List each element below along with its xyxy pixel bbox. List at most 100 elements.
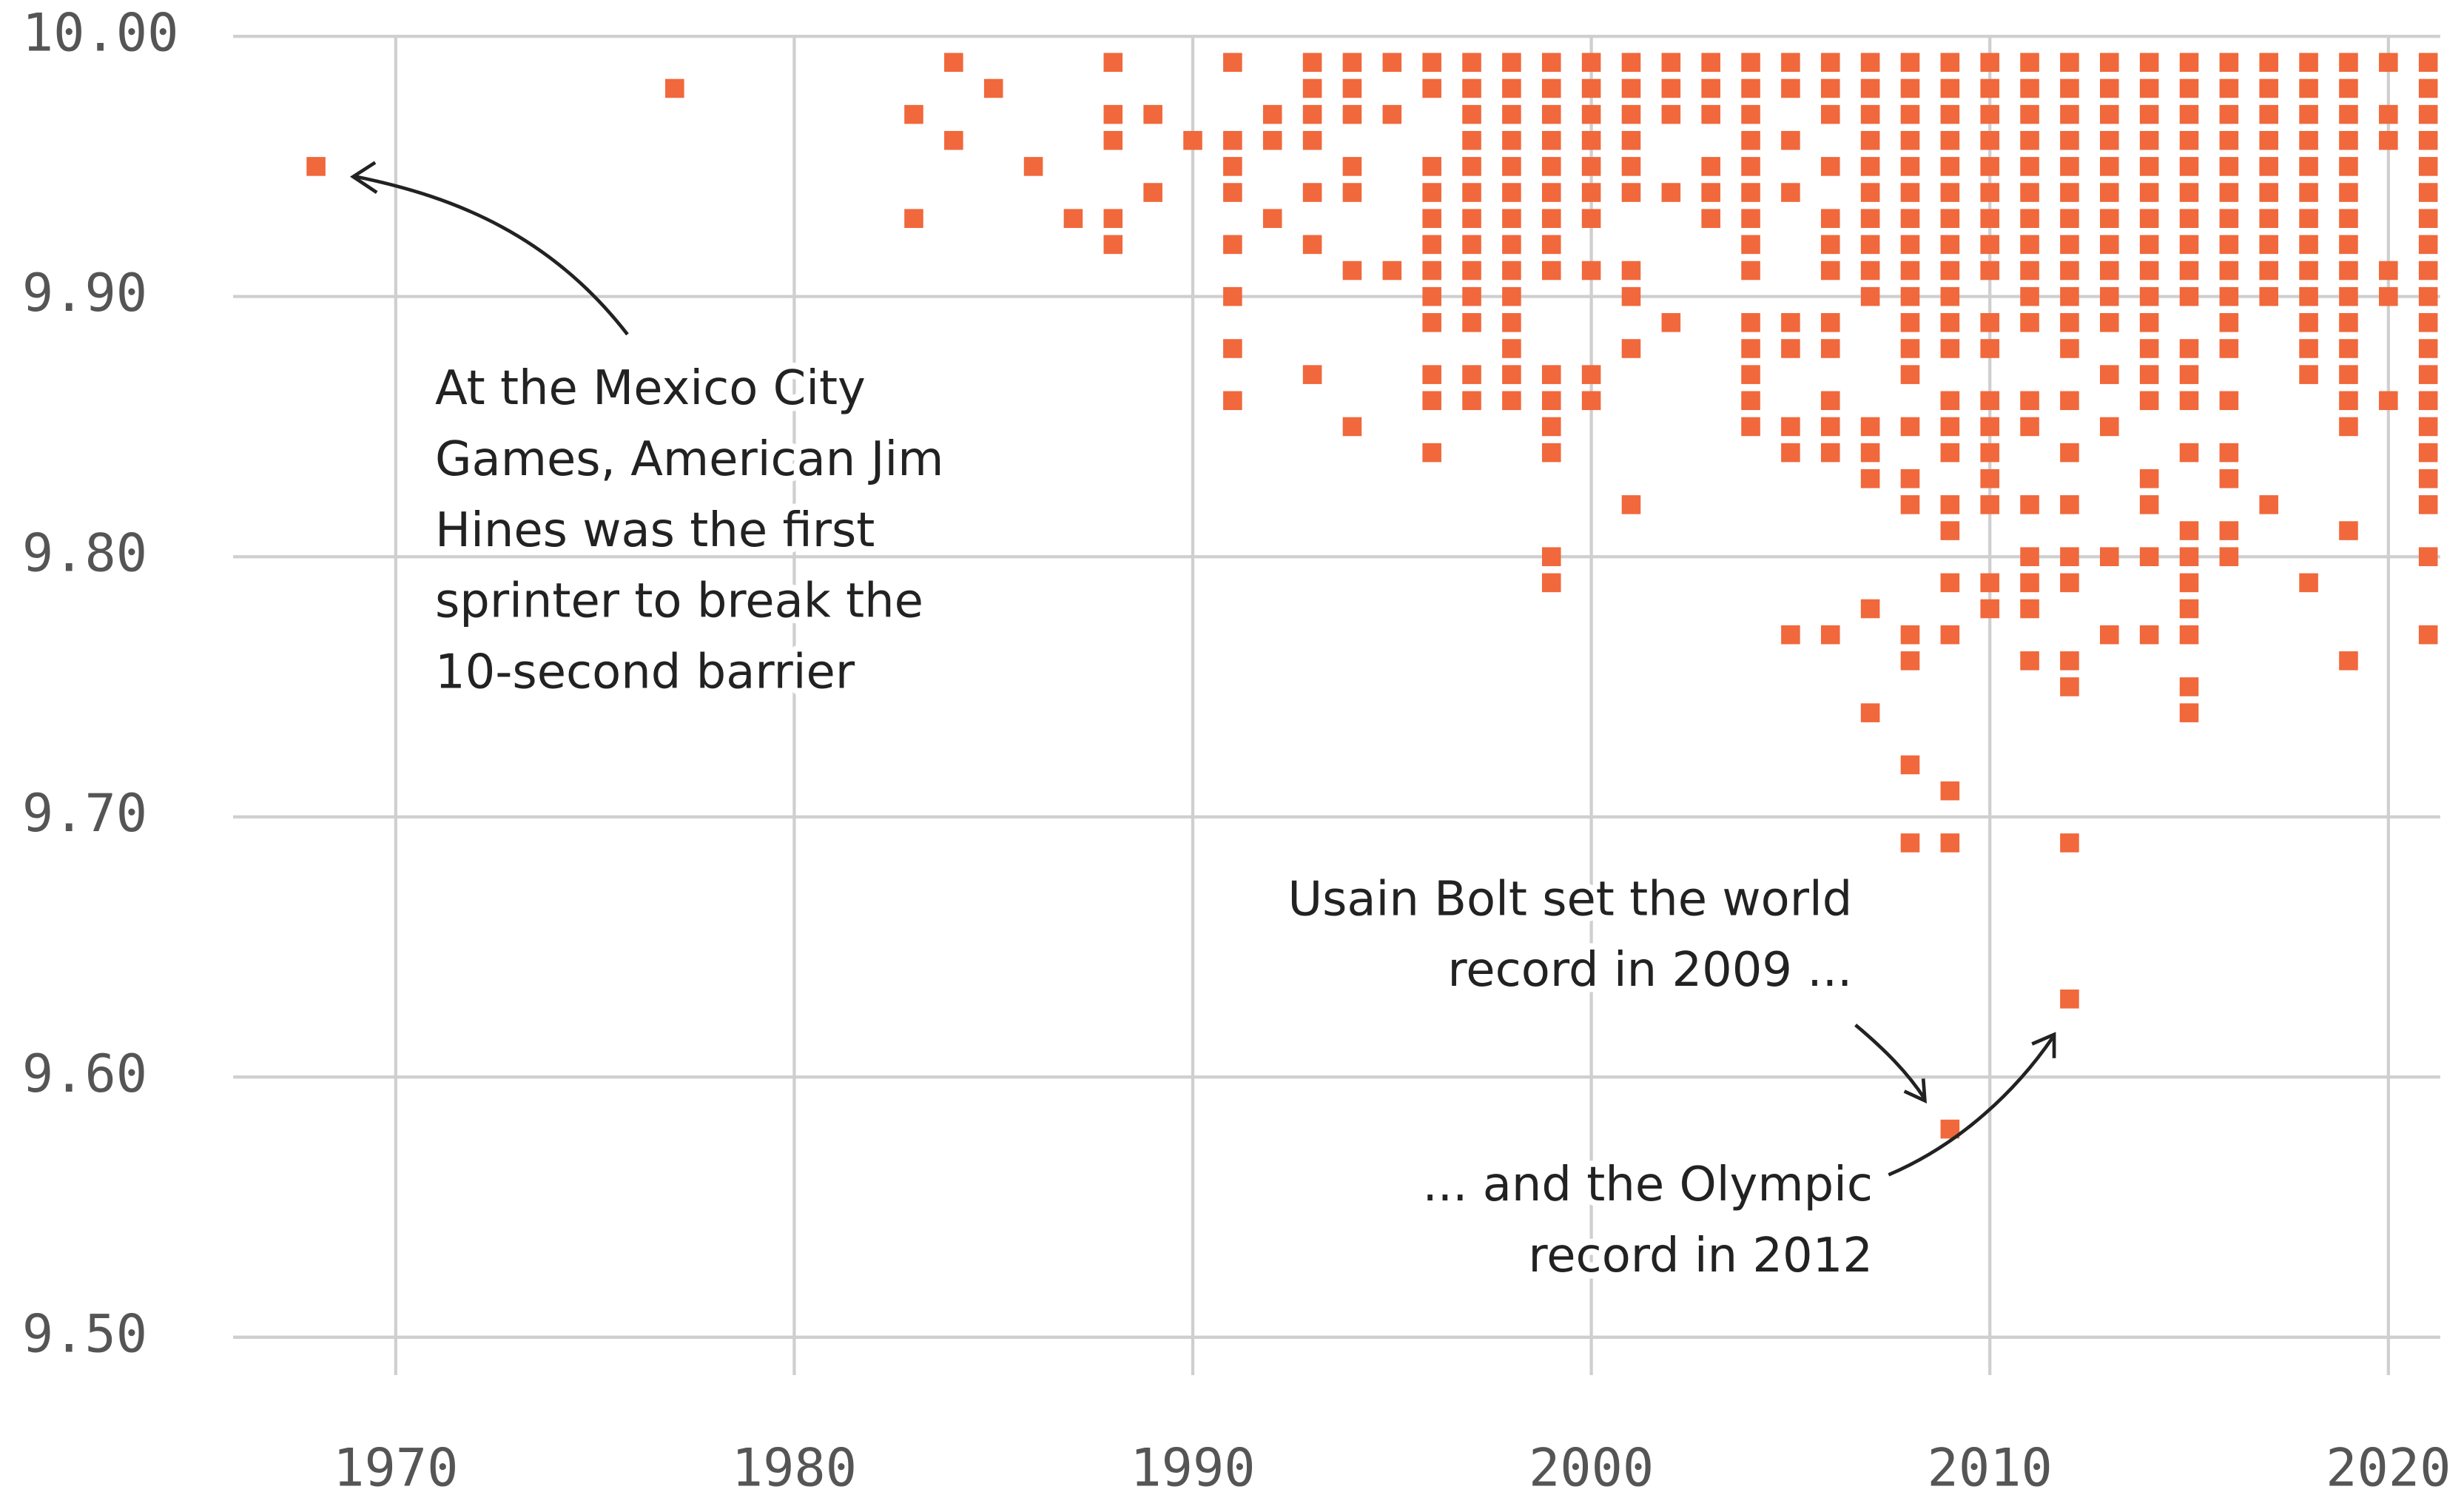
point — [2139, 495, 2159, 514]
point — [1860, 417, 1880, 437]
point — [1462, 53, 1481, 73]
point — [2020, 391, 2039, 411]
point — [2418, 495, 2438, 514]
point — [1860, 599, 1880, 619]
point — [2139, 130, 2159, 150]
point — [1262, 209, 1282, 228]
point — [1940, 104, 1960, 124]
point — [1860, 468, 1880, 488]
point — [2339, 78, 2358, 98]
point — [1422, 183, 1441, 202]
point — [2100, 417, 2119, 437]
point — [1741, 417, 1760, 437]
point — [1980, 443, 1999, 463]
point — [1900, 130, 1920, 150]
point — [1980, 157, 1999, 176]
point — [1462, 130, 1481, 150]
point — [1223, 286, 1242, 306]
point — [2060, 183, 2079, 202]
point — [2339, 157, 2358, 176]
point — [1422, 286, 1441, 306]
point — [2219, 157, 2239, 176]
point — [1701, 157, 1720, 176]
point — [1820, 261, 1840, 280]
point — [1900, 235, 1920, 255]
point — [1940, 833, 1960, 853]
point — [2259, 235, 2279, 255]
point — [2139, 365, 2159, 384]
y-tick-label: 9.80 — [22, 523, 147, 584]
x-tick-label: 2010 — [1928, 1437, 2053, 1495]
point — [1502, 235, 1521, 255]
point — [1701, 104, 1720, 124]
point — [1820, 209, 1840, 228]
point — [2418, 391, 2438, 411]
arrow-head — [349, 161, 378, 195]
point — [1103, 104, 1123, 124]
point — [1661, 104, 1681, 124]
point — [1781, 313, 1800, 332]
point — [2139, 235, 2159, 255]
point — [1342, 78, 1362, 98]
point — [2100, 365, 2119, 384]
point — [1900, 209, 1920, 228]
point — [2418, 130, 2438, 150]
point — [2020, 261, 2039, 280]
point — [1502, 391, 1521, 411]
point — [2100, 78, 2119, 98]
point — [2020, 417, 2039, 437]
point — [1820, 78, 1840, 98]
point — [2139, 53, 2159, 73]
point — [1940, 417, 1960, 437]
point — [1900, 104, 1920, 124]
point — [2219, 183, 2239, 202]
point — [2060, 209, 2079, 228]
point — [2259, 157, 2279, 176]
point — [1342, 261, 1362, 280]
point — [1541, 547, 1561, 566]
point — [1940, 209, 1960, 228]
point — [2179, 183, 2199, 202]
point — [2299, 573, 2318, 593]
point — [665, 78, 684, 98]
point — [1741, 209, 1760, 228]
point — [1581, 209, 1601, 228]
point — [2339, 417, 2358, 437]
point — [1900, 468, 1920, 488]
point — [2379, 104, 2398, 124]
point — [2219, 443, 2239, 463]
point — [1741, 365, 1760, 384]
point — [2060, 443, 2079, 463]
point — [2259, 130, 2279, 150]
point — [1541, 235, 1561, 255]
point — [1900, 365, 1920, 384]
point — [1422, 235, 1441, 255]
point — [2020, 157, 2039, 176]
point — [1541, 104, 1561, 124]
point — [1900, 157, 1920, 176]
point — [1860, 104, 1880, 124]
point — [1502, 183, 1521, 202]
point — [1502, 339, 1521, 358]
point — [1541, 78, 1561, 98]
point — [1462, 104, 1481, 124]
point — [2100, 209, 2119, 228]
point — [1701, 78, 1720, 98]
point — [944, 53, 963, 73]
point — [2100, 157, 2119, 176]
point — [2299, 313, 2318, 332]
arrow — [1854, 1024, 1927, 1101]
point — [1382, 53, 1402, 73]
point — [2219, 339, 2239, 358]
point — [2299, 286, 2318, 306]
point — [1661, 183, 1681, 202]
point — [1581, 130, 1601, 150]
point — [1940, 573, 1960, 593]
point — [1940, 495, 1960, 514]
point — [2418, 417, 2438, 437]
point — [1741, 104, 1760, 124]
point — [1980, 261, 1999, 280]
point — [2100, 286, 2119, 306]
point — [2100, 183, 2119, 202]
point — [1940, 53, 1960, 73]
